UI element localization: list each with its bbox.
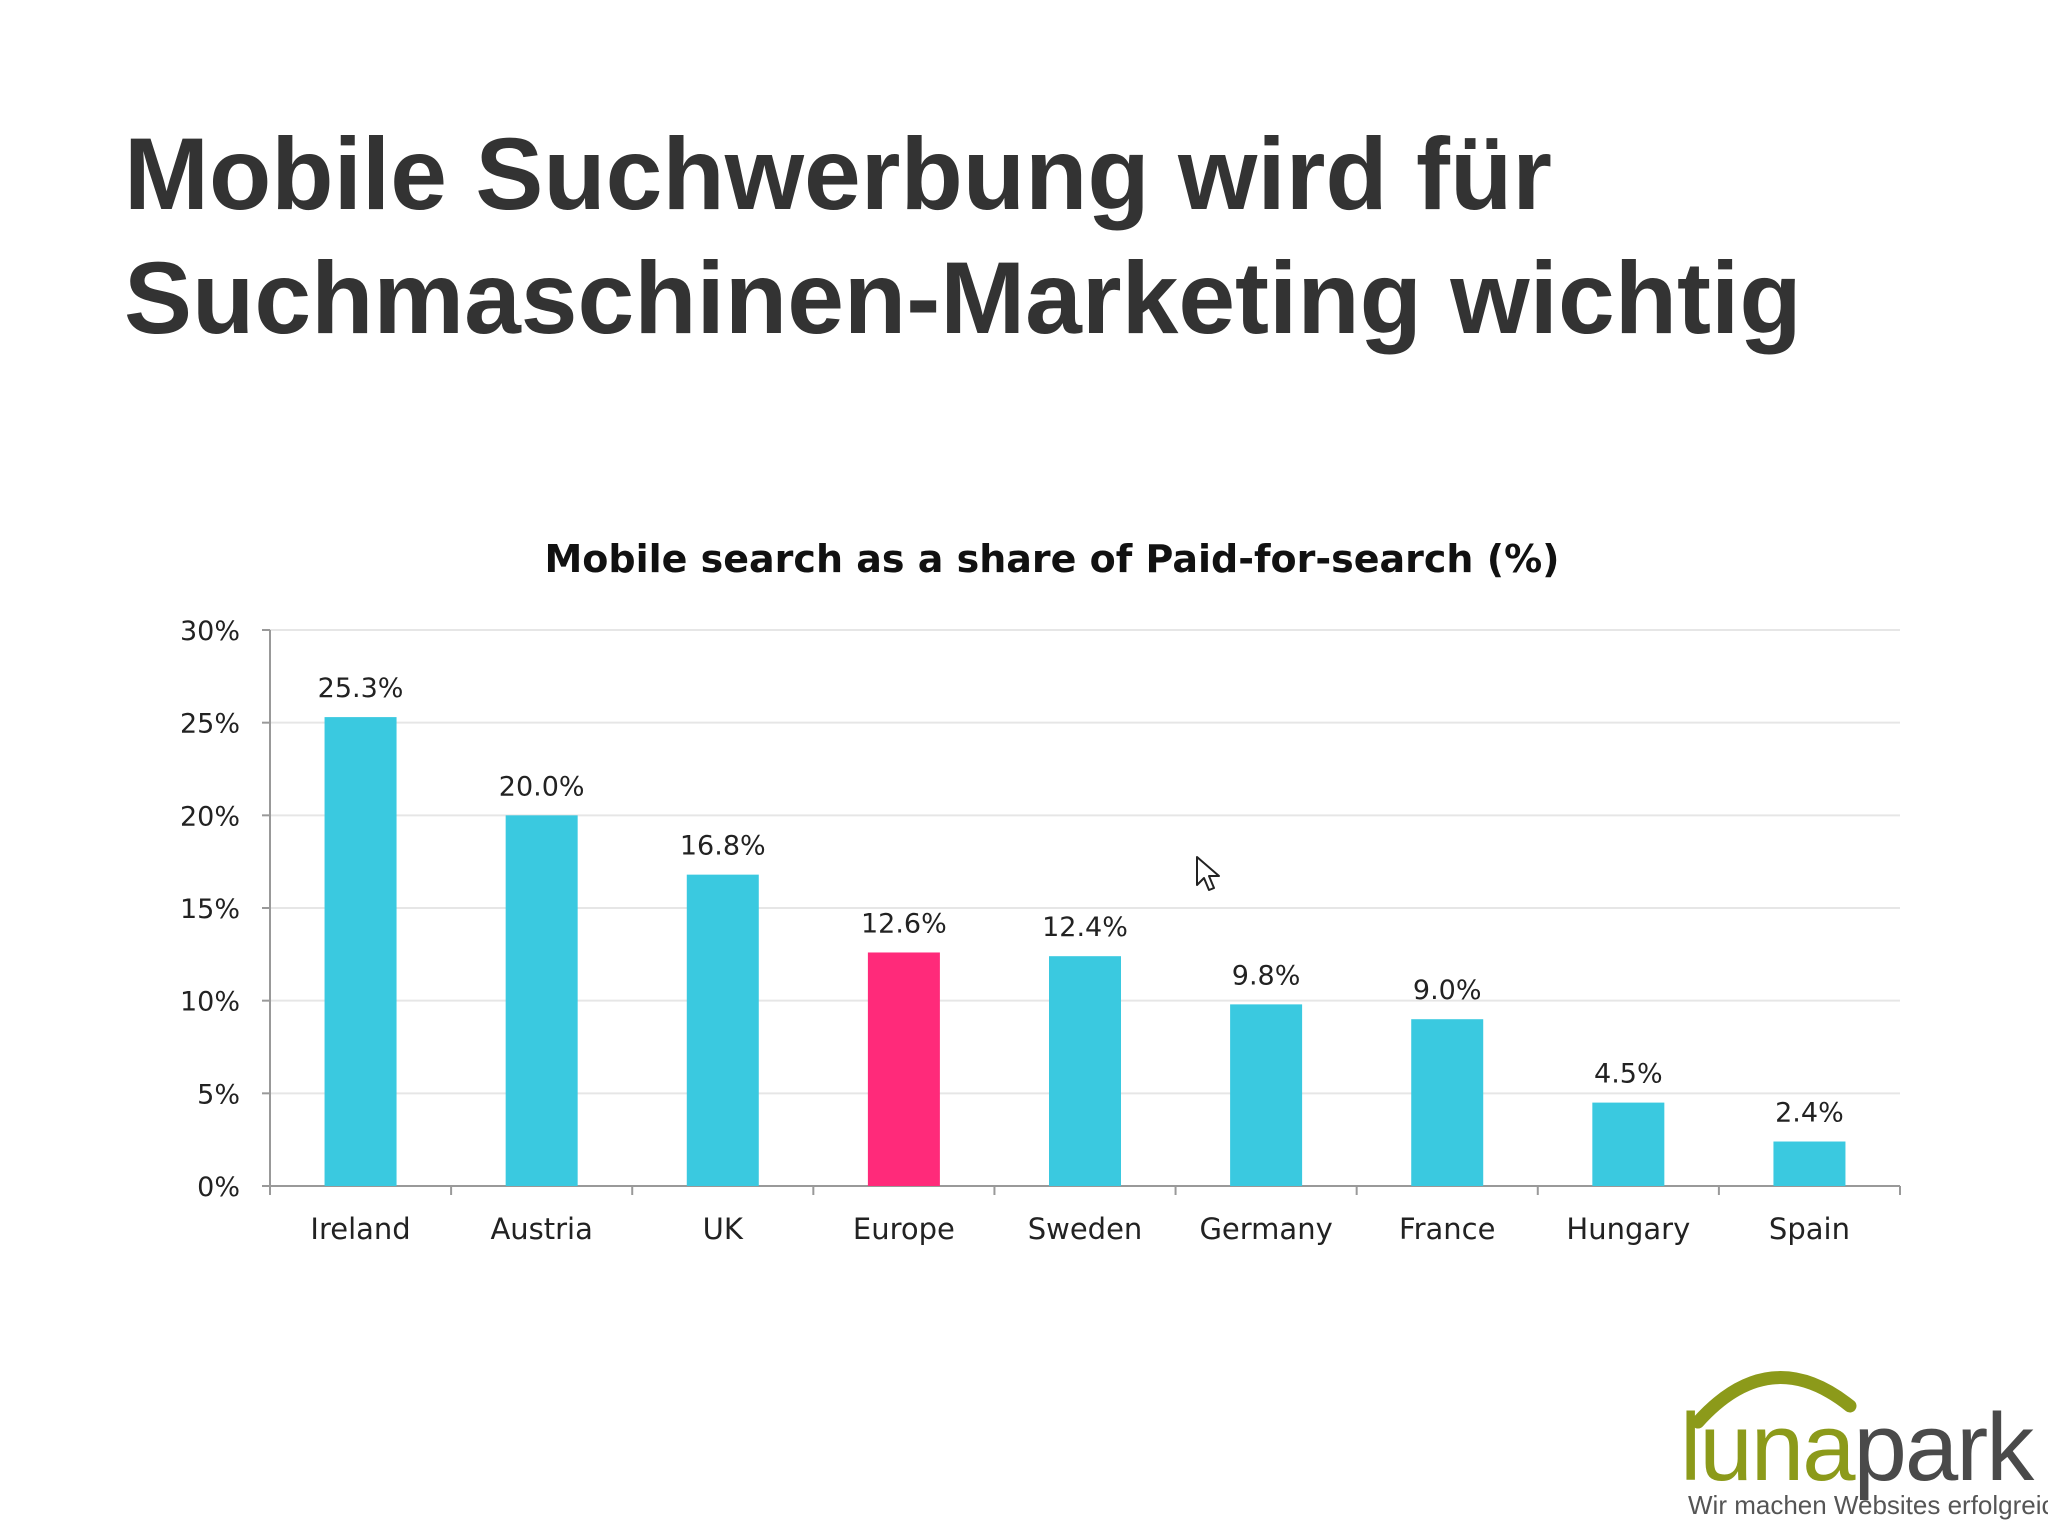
- data-label: 9.8%: [1232, 960, 1301, 991]
- x-tick-label: Sweden: [1028, 1212, 1143, 1246]
- y-tick-label: 15%: [180, 894, 240, 925]
- bar: [1230, 1004, 1303, 1186]
- x-tick-label: Germany: [1199, 1212, 1332, 1246]
- x-tick-label: Hungary: [1566, 1212, 1690, 1246]
- y-tick-label: 30%: [180, 616, 240, 647]
- bar: [1773, 1141, 1846, 1186]
- logo-tagline: Wir machen Websites erfolgreich: [1688, 1490, 2048, 1520]
- y-tick-label: 25%: [180, 709, 240, 740]
- data-label: 25.3%: [318, 673, 404, 704]
- bar: [867, 952, 940, 1186]
- bar: [1049, 956, 1121, 1186]
- data-label: 12.4%: [1042, 912, 1128, 943]
- x-tick-label: UK: [703, 1212, 744, 1246]
- data-label: 20.0%: [499, 771, 585, 802]
- y-tick-label: 0%: [197, 1172, 240, 1203]
- chart-svg: Mobile search as a share of Paid-for-sea…: [180, 537, 1901, 1246]
- slide-title-line2: Suchmaschinen-Marketing wichtig: [124, 241, 1802, 355]
- slide-title-line1: Mobile Suchwerbung wird für: [124, 117, 1552, 231]
- y-tick-label: 20%: [180, 801, 240, 832]
- logo-arc-icon: [1691, 1371, 1857, 1429]
- x-tick-label: Spain: [1769, 1212, 1850, 1246]
- bar-chart: Mobile search as a share of Paid-for-sea…: [150, 520, 1930, 1260]
- y-tick-label: 10%: [180, 987, 240, 1018]
- x-tick-label: Ireland: [310, 1212, 410, 1246]
- mouse-cursor-icon: [1196, 856, 1220, 891]
- slide-title: Mobile Suchwerbung wird für Suchmaschine…: [124, 112, 1974, 360]
- bar: [324, 717, 397, 1186]
- x-tick-label: Europe: [853, 1212, 955, 1246]
- bar: [1592, 1102, 1665, 1186]
- data-label: 12.6%: [861, 908, 947, 939]
- lunapark-logo: lunapark Wir machen Websites erfolgreich: [1680, 1360, 2048, 1520]
- bar: [686, 874, 759, 1186]
- y-tick-label: 5%: [197, 1079, 240, 1110]
- data-label: 9.0%: [1413, 975, 1482, 1006]
- logo-park-text: park: [1853, 1394, 2035, 1501]
- bar: [505, 815, 578, 1186]
- logo-luna-text: luna: [1680, 1394, 1855, 1501]
- x-tick-label: France: [1399, 1212, 1495, 1246]
- logo-wordmark: lunapark: [1680, 1398, 2034, 1498]
- data-label: 2.4%: [1775, 1098, 1844, 1129]
- chart-title: Mobile search as a share of Paid-for-sea…: [544, 537, 1559, 581]
- bar: [1411, 1019, 1484, 1186]
- data-label: 16.8%: [680, 831, 766, 862]
- x-tick-label: Austria: [490, 1212, 592, 1246]
- data-label: 4.5%: [1594, 1059, 1663, 1090]
